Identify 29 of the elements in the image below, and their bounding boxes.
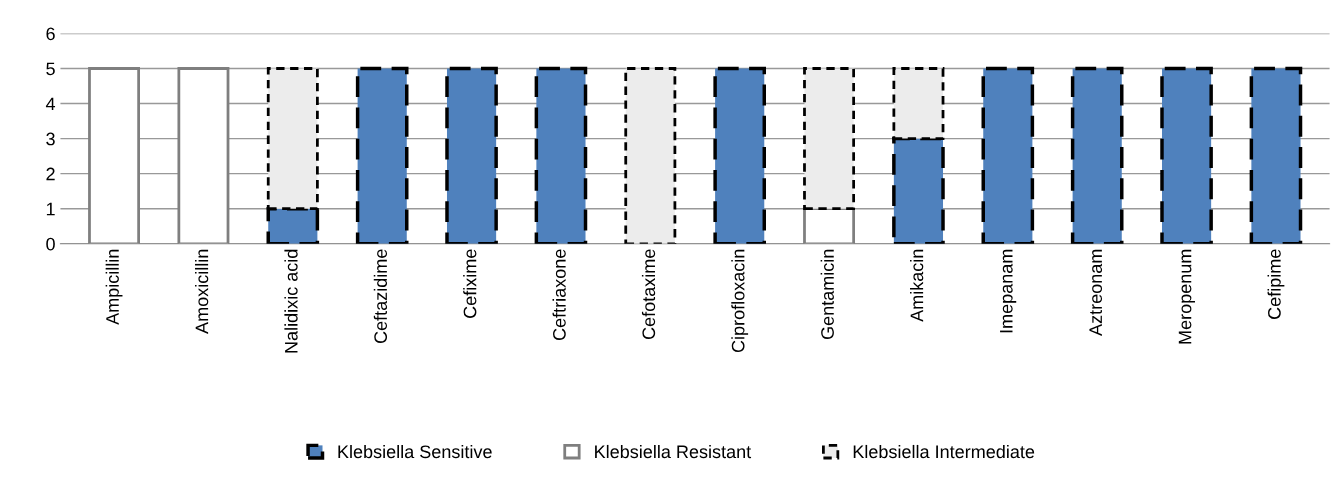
y-tick-label: 6: [46, 27, 55, 41]
x-tick-label: Aztreonam: [1089, 249, 1103, 336]
x-tick-label: Meropenum: [1178, 249, 1195, 344]
y-tick-label: 0: [46, 237, 55, 251]
x-tick-label: Ciprofloxacin: [731, 249, 749, 353]
x-tick-label: Cefixime: [463, 249, 477, 318]
y-tick-label: 2: [46, 167, 55, 181]
bar: [803, 67, 856, 211]
bar: [803, 207, 856, 244]
bar: [624, 67, 677, 244]
legend-label: Klebsiella Sensitive: [338, 444, 492, 459]
legend-label: Klebsiella Intermediate: [853, 444, 1035, 459]
x-tick-label: Ceftazidime: [373, 249, 388, 344]
x-tick-label: Cefotaxime: [641, 249, 656, 340]
x-tick-label: Nalidixic acid: [284, 249, 298, 353]
y-tick-label: 1: [46, 202, 55, 216]
y-tick-label: 4: [45, 97, 56, 111]
x-tick-label: Gentamicin: [820, 249, 834, 340]
legend-label: Klebsiella Resistant: [595, 444, 752, 459]
x-tick-label: Ceftriaxone: [552, 249, 566, 341]
bar: [177, 67, 230, 244]
bar: [88, 67, 141, 244]
x-tick-label: Amoxicillin: [195, 249, 209, 334]
y-tick-label: 3: [46, 132, 55, 146]
x-tick-label: Amikacin: [910, 249, 924, 322]
y-tick-label: 5: [46, 62, 55, 76]
x-tick-label: Imepanam: [1000, 249, 1017, 333]
x-tick-label: Ampicillin: [105, 249, 123, 325]
x-tick-label: Cefipime: [1267, 249, 1285, 319]
